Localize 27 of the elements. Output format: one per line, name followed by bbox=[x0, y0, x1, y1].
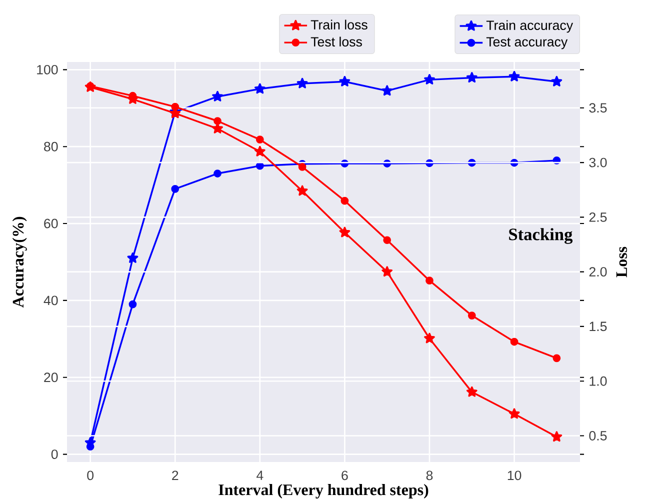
y-tick-label: 20 bbox=[44, 372, 58, 382]
y2-tick-label: 2.0 bbox=[589, 267, 607, 277]
y-tick-label: 40 bbox=[44, 296, 58, 306]
x-axis-title: Interval (Every hundred steps) bbox=[218, 484, 428, 499]
legend-label: Test loss bbox=[310, 36, 362, 47]
x-tick-label: 4 bbox=[256, 470, 264, 480]
y-axis-title: Accuracy(%) bbox=[12, 216, 27, 308]
x-tick-label: 8 bbox=[426, 470, 433, 480]
y-tick-label: 80 bbox=[44, 142, 58, 152]
y2-tick-label: 3.5 bbox=[589, 103, 607, 113]
y-tick-label: 60 bbox=[44, 218, 58, 228]
legend-label: Test accuracy bbox=[486, 37, 568, 50]
x-tick-label: 10 bbox=[508, 470, 522, 480]
annotation: Stacking bbox=[509, 228, 573, 244]
x-tick-label: 6 bbox=[342, 470, 348, 480]
y2-tick-label: 1.0 bbox=[590, 376, 607, 386]
y2-tick-label: 3.0 bbox=[589, 158, 607, 168]
legend-label: Train accuracy bbox=[486, 20, 574, 33]
y2-tick-label: 1.5 bbox=[590, 322, 607, 332]
y-tick-label: 0 bbox=[51, 450, 58, 460]
y-tick-label: 100 bbox=[37, 64, 58, 74]
y2-axis-title: Loss bbox=[616, 246, 628, 278]
x-tick-label: 2 bbox=[172, 470, 178, 480]
x-tick-label: 0 bbox=[87, 470, 94, 480]
y2-tick-label: 2.5 bbox=[589, 212, 607, 222]
legend-label: Train loss bbox=[310, 20, 368, 30]
y2-tick-label: 0.5 bbox=[589, 431, 607, 440]
